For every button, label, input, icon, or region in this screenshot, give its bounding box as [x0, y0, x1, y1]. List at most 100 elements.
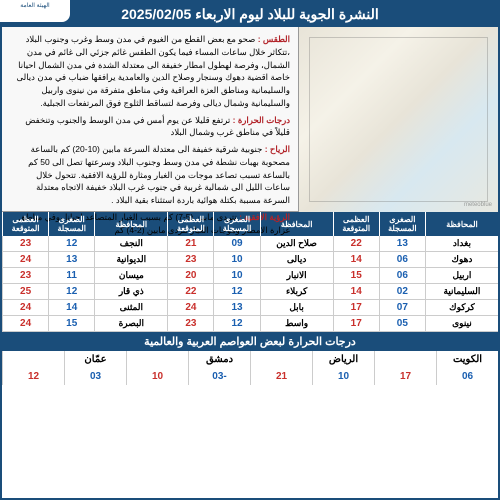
- td-high: 23: [2, 268, 48, 283]
- td-high: 14: [333, 252, 379, 267]
- table-header: المحافظة الصغرى المسجلة العظمى المتوقعة …: [2, 212, 498, 236]
- th-max-3: العظمى المتوقعة: [2, 212, 48, 236]
- td-high: 17: [333, 316, 379, 331]
- td-low: 10: [213, 252, 259, 267]
- td-low: 15: [48, 316, 94, 331]
- bulletin-container: الهيئة العامة النشرة الجوية للبلاد ليوم …: [0, 0, 500, 500]
- map-watermark: meteoblue: [464, 202, 492, 208]
- td-low: 12: [213, 284, 259, 299]
- td-high: 14: [333, 284, 379, 299]
- table-body: بغداد1322صلاح الدين0921النجف1223دهوك0614…: [2, 236, 498, 332]
- th-max-2: العظمى المتوقعة: [167, 212, 213, 236]
- td-high: 20: [167, 268, 213, 283]
- taqs-label: الطقس :: [258, 34, 290, 44]
- taqs-text: صحو مع بعض القطع من الغيوم في مدن وسط وغ…: [17, 34, 290, 108]
- td-prov: ديالى: [260, 252, 333, 267]
- header-title-text: النشرة الجوية للبلاد ليوم الاربعاء 2025/…: [121, 6, 379, 22]
- world-city: عمّان: [64, 351, 126, 368]
- td-high: 21: [167, 236, 213, 251]
- td-prov: الانبار: [260, 268, 333, 283]
- td-high: 23: [167, 316, 213, 331]
- td-prov: كركوك: [425, 300, 498, 315]
- table-row: السليمانية0214كربلاء1222ذي قار1225: [2, 284, 498, 300]
- td-low: 13: [379, 236, 425, 251]
- td-high: 25: [2, 284, 48, 299]
- td-high: 24: [2, 252, 48, 267]
- td-prov: ذي قار: [94, 284, 167, 299]
- world-low: -03: [188, 368, 250, 385]
- td-prov: بغداد: [425, 236, 498, 251]
- world-title: درجات الحرارة لبعض العواصم العربية والعا…: [2, 332, 498, 351]
- th-prov-2: المحافظة: [260, 212, 333, 236]
- td-high: 24: [167, 300, 213, 315]
- td-prov: واسط: [260, 316, 333, 331]
- td-low: 06: [379, 268, 425, 283]
- top-section: meteoblue الطقس : صحو مع بعض القطع من ال…: [2, 27, 498, 212]
- th-prov-1: المحافظة: [425, 212, 498, 236]
- td-prov: البصرة: [94, 316, 167, 331]
- td-low: 09: [213, 236, 259, 251]
- world-high: 10: [126, 368, 188, 385]
- riyah-label: الرياح :: [265, 144, 290, 154]
- td-prov: السليمانية: [425, 284, 498, 299]
- td-prov: المثنى: [94, 300, 167, 315]
- td-low: 12: [48, 236, 94, 251]
- td-high: 24: [2, 300, 48, 315]
- td-prov: النجف: [94, 236, 167, 251]
- td-low: 05: [379, 316, 425, 331]
- table-row: كركوك0717بابل1324المثنى1424: [2, 300, 498, 316]
- table-row: بغداد1322صلاح الدين0921النجف1223: [2, 236, 498, 252]
- world-low: 10: [312, 368, 374, 385]
- world-city: دمشق: [188, 351, 250, 368]
- world-high: 12: [2, 368, 64, 385]
- td-prov: اربيل: [425, 268, 498, 283]
- riyah-text: جنوبية شرقية خفيفة الى معتدلة السرعة ماب…: [28, 144, 290, 205]
- td-low: 13: [48, 252, 94, 267]
- world-values: 06171021-03100312: [2, 368, 498, 385]
- world-high: 17: [374, 368, 436, 385]
- td-prov: الديوانية: [94, 252, 167, 267]
- td-high: 15: [333, 268, 379, 283]
- td-low: 13: [213, 300, 259, 315]
- td-high: 23: [2, 236, 48, 251]
- td-low: 12: [48, 284, 94, 299]
- td-high: 22: [333, 236, 379, 251]
- weather-map: meteoblue: [298, 27, 498, 212]
- td-low: 02: [379, 284, 425, 299]
- th-min-1: الصغرى المسجلة: [379, 212, 425, 236]
- td-low: 07: [379, 300, 425, 315]
- td-high: 24: [2, 316, 48, 331]
- table-row: نينوى0517واسط1223البصرة1524: [2, 316, 498, 332]
- th-max-1: العظمى المتوقعة: [333, 212, 379, 236]
- td-low: 10: [213, 268, 259, 283]
- harara-label: درجات الحرارة :: [233, 115, 290, 125]
- world-low: 03: [64, 368, 126, 385]
- weather-text: الطقس : صحو مع بعض القطع من الغيوم في مد…: [2, 27, 298, 211]
- table-row: دهوك0614ديالى1023الديوانية1324: [2, 252, 498, 268]
- td-low: 11: [48, 268, 94, 283]
- world-low: 06: [436, 368, 498, 385]
- world-city: الكويت: [436, 351, 498, 368]
- td-high: 23: [167, 252, 213, 267]
- td-low: 12: [213, 316, 259, 331]
- logo: الهيئة العامة: [0, 0, 70, 22]
- td-prov: نينوى: [425, 316, 498, 331]
- td-high: 22: [167, 284, 213, 299]
- header-title: النشرة الجوية للبلاد ليوم الاربعاء 2025/…: [2, 2, 498, 27]
- world-high: 21: [250, 368, 312, 385]
- th-min-3: الصغرى المسجلة: [48, 212, 94, 236]
- logo-text: الهيئة العامة: [20, 3, 49, 9]
- td-prov: صلاح الدين: [260, 236, 333, 251]
- th-prov-3: المحافظة: [94, 212, 167, 236]
- td-prov: دهوك: [425, 252, 498, 267]
- td-prov: بابل: [260, 300, 333, 315]
- td-high: 17: [333, 300, 379, 315]
- td-prov: ميسان: [94, 268, 167, 283]
- td-low: 06: [379, 252, 425, 267]
- table-row: اربيل0615الانبار1020ميسان1123: [2, 268, 498, 284]
- td-prov: كربلاء: [260, 284, 333, 299]
- td-low: 14: [48, 300, 94, 315]
- th-min-2: الصغرى المسجلة: [213, 212, 259, 236]
- world-city: الرياض: [312, 351, 374, 368]
- world-header: الكويت الرياض دمشق عمّان: [2, 351, 498, 368]
